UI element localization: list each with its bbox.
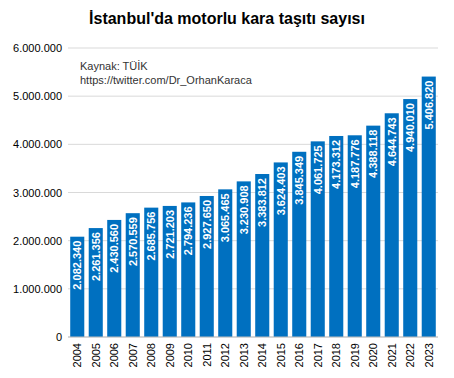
bar	[385, 113, 399, 337]
y-tick-label: 1.000.000	[13, 283, 62, 295]
data-label: 4.644.743	[386, 117, 398, 166]
x-tick-label: 2012	[219, 343, 231, 367]
chart: İstanbul'da motorlu kara taşıtı sayısı 0 1…	[0, 0, 454, 378]
x-tick-label: 2015	[275, 343, 287, 367]
bar	[403, 99, 417, 337]
bar	[255, 174, 269, 337]
x-tick-label: 2023	[423, 343, 435, 367]
y-tick-label: 2.000.000	[13, 235, 62, 247]
data-label: 2.721.203	[164, 210, 176, 259]
data-label: 4.187.776	[349, 139, 361, 188]
x-tick-label: 2022	[404, 343, 416, 367]
x-tick-label: 2021	[386, 343, 398, 367]
data-label: 4.173.312	[330, 140, 342, 189]
grid-line	[68, 48, 438, 49]
bar	[163, 206, 177, 337]
bar	[274, 162, 288, 337]
data-label: 4.388.118	[367, 130, 379, 178]
bar	[311, 141, 325, 337]
data-label: 2.927.650	[201, 200, 213, 249]
bar	[200, 196, 214, 337]
x-tick-label: 2011	[201, 343, 213, 367]
x-tick-label: 2020	[367, 343, 379, 367]
data-label: 3.065.465	[219, 193, 231, 242]
bar	[70, 237, 84, 337]
bar	[89, 228, 103, 337]
grid-line	[68, 192, 438, 193]
bar	[237, 181, 251, 337]
x-tick-label: 2017	[312, 343, 324, 367]
grid-line	[68, 144, 438, 145]
data-label: 2.794.236	[182, 206, 194, 255]
data-label: 2.082.340	[71, 241, 83, 290]
data-label: 3.624.403	[275, 166, 287, 215]
y-tick-label: 3.000.000	[13, 187, 62, 199]
x-tick-label: 2008	[145, 343, 157, 367]
data-label: 3.383.812	[256, 178, 268, 227]
background	[0, 0, 454, 378]
y-tick-label: 6.000.000	[13, 42, 62, 54]
data-label: 2.261.356	[90, 232, 102, 281]
bar	[292, 152, 306, 337]
x-tick-label: 2010	[182, 343, 194, 367]
title: İstanbul'da motorlu kara taşıtı sayısı	[89, 10, 365, 27]
data-label: 3.845.349	[293, 156, 305, 205]
x-tick-label: 2019	[349, 343, 361, 367]
x-tick-label: 2018	[330, 343, 342, 367]
x-axis	[68, 337, 438, 338]
y-tick-label: 0	[56, 331, 62, 343]
x-tick-label: 2016	[293, 343, 305, 367]
data-label: 4.061.725	[312, 145, 324, 194]
grid-line	[68, 96, 438, 97]
bar	[366, 126, 380, 337]
bar	[348, 135, 362, 337]
x-tick-label: 2006	[108, 343, 120, 367]
bar	[107, 220, 121, 337]
x-tick-label: 2014	[256, 343, 268, 367]
data-label: 2.430.560	[108, 224, 120, 273]
bar	[218, 189, 232, 337]
bars	[70, 77, 436, 337]
bar	[329, 136, 343, 337]
y-tick-label: 4.000.000	[13, 138, 62, 150]
y-tick-label: 5.000.000	[13, 90, 62, 102]
grid-line	[68, 288, 438, 289]
data-label: 4.940.010	[404, 103, 416, 152]
x-tick-label: 2007	[127, 343, 139, 367]
bar	[181, 202, 195, 337]
x-tick-label: 2009	[164, 343, 176, 367]
data-label: 2.570.559	[127, 217, 139, 266]
bar	[422, 77, 436, 337]
x-tick-label: 2013	[238, 343, 250, 367]
bar	[126, 213, 140, 337]
annotation: https://twitter.com/Dr_OrhanKaraca	[80, 74, 253, 86]
grid-line	[68, 337, 438, 338]
grid-line	[68, 240, 438, 241]
x-tick-label: 2005	[90, 343, 102, 367]
x-tick-label: 2004	[71, 343, 83, 367]
data-label: 2.685.756	[145, 212, 157, 261]
data-label: 3.230.908	[238, 185, 250, 234]
bar	[144, 208, 158, 337]
annotation: Kaynak: TÜİK	[80, 60, 148, 72]
data-label: 5.406.820	[423, 81, 435, 130]
